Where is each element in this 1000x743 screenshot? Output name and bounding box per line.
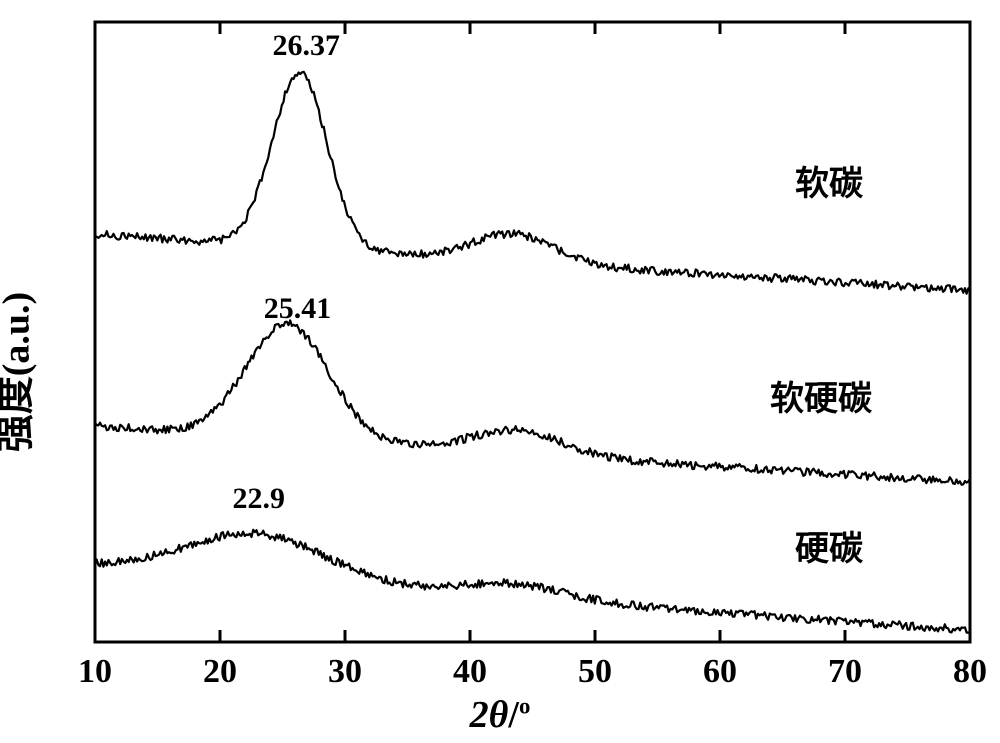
y-axis-label: 强度(a.u.) [0, 291, 40, 451]
x-tick-label: 50 [578, 653, 612, 690]
x-axis-label: 2θ/o [470, 693, 531, 737]
x-tick-label: 80 [953, 653, 987, 690]
peak-label-soft-hard-carbon: 25.41 [264, 292, 332, 325]
series-label-hard-carbon: 硬碳 [795, 530, 864, 568]
series-label-soft-hard-carbon: 软硬碳 [770, 380, 873, 418]
x-tick-label: 20 [203, 653, 237, 690]
peak-label-hard-carbon: 22.9 [233, 482, 286, 515]
x-tick-label: 30 [328, 653, 362, 690]
peak-label-soft-carbon: 26.37 [273, 29, 341, 62]
x-tick-label: 70 [828, 653, 862, 690]
x-tick-label: 60 [703, 653, 737, 690]
x-tick-label: 40 [453, 653, 487, 690]
plot-area: 10 20 30 40 50 60 70 80 26.37 软碳 25.41 软硬碳 22.9 硬碳 [0, 0, 1000, 743]
x-tick-label: 10 [78, 653, 112, 690]
series-label-soft-carbon: 软碳 [795, 165, 864, 203]
xrd-figure: 强度(a.u.) 10 20 30 40 50 60 70 80 26.37 软碳 25.41 软硬碳… [0, 0, 1000, 743]
